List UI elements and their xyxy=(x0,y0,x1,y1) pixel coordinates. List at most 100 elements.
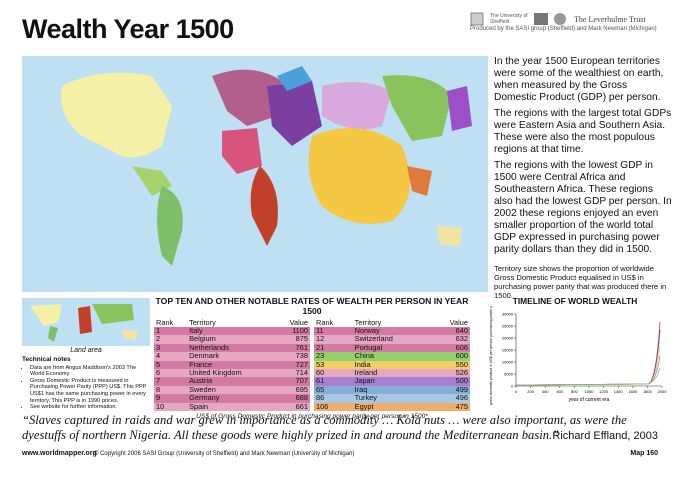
description: In the year 1500 European territories we… xyxy=(494,56,672,260)
crest xyxy=(470,12,484,26)
value: 688 xyxy=(295,393,308,403)
table-row: 4 Denmark 738 xyxy=(154,351,310,361)
column-header: Value xyxy=(289,318,308,327)
y-tick-label: 0 xyxy=(511,384,514,389)
inset-map xyxy=(22,298,150,346)
value: 738 xyxy=(295,351,308,361)
rank: 9 xyxy=(156,393,161,403)
territory: Egypt xyxy=(354,401,374,411)
territory: India xyxy=(354,359,371,369)
trend-curve xyxy=(515,355,661,386)
table-row: 10 Spain 661 xyxy=(154,401,310,412)
note: See website for further information. xyxy=(30,404,150,411)
map-note: Territory size shows the proportion of w… xyxy=(494,264,667,300)
quote: “Slaves captured in raids and war grew i… xyxy=(22,413,627,442)
rank: 6 xyxy=(156,368,161,378)
rank: 60 xyxy=(316,368,325,378)
territory: United Kingdom xyxy=(189,368,242,378)
value: 727 xyxy=(295,359,308,369)
territory: Turkey xyxy=(354,393,377,403)
table-row: 53 India 550 xyxy=(314,359,470,370)
logo-row: The University of Sheffield The Leverhul… xyxy=(470,12,670,26)
trend-curve xyxy=(515,345,661,386)
credits: Produced by the SASI group (Sheffield) a… xyxy=(470,26,657,32)
table-row: 7 Austria 707 xyxy=(154,376,310,386)
table-row: 6 United Kingdom 714 xyxy=(154,368,310,378)
rank: 7 xyxy=(156,376,161,386)
x-tick-label: 600 xyxy=(556,389,563,394)
territory: Switzerland xyxy=(354,334,393,344)
x-tick-label: 1400 xyxy=(614,389,624,394)
territory: Spain xyxy=(189,401,208,411)
table-columns: Rank Territory Value 1 Italy 1100 2 Belgium 875 3… xyxy=(154,318,470,412)
table-row: 3 Netherlands 761 xyxy=(154,342,310,353)
world-map xyxy=(22,56,488,292)
column-header: Value xyxy=(449,318,468,327)
table-row: 60 Ireland 526 xyxy=(314,368,470,378)
y-tick-label: 5000 xyxy=(504,372,514,377)
value: 496 xyxy=(455,393,468,403)
attribution: Richard Effland, 2003 xyxy=(552,430,658,442)
territory: Norway xyxy=(354,326,380,335)
inset-label: Land area xyxy=(70,347,102,354)
table-row: 9 Germany 688 xyxy=(154,393,310,403)
logo-leverhulme: The Leverhulme Trust xyxy=(574,14,646,24)
wealth-table: TOP TEN AND OTHER NOTABLE RATES OF WEALT… xyxy=(154,296,470,420)
table-row: 86 Turkey 496 xyxy=(314,393,470,403)
territory: Italy xyxy=(189,326,203,335)
table-title: TOP TEN AND OTHER NOTABLE RATES OF WEALT… xyxy=(155,296,469,316)
territory: France xyxy=(189,359,213,369)
trend-curve xyxy=(515,321,661,386)
territory: Portugal xyxy=(354,342,383,352)
value: 499 xyxy=(455,384,468,394)
value: 875 xyxy=(295,334,308,344)
rank: 86 xyxy=(316,393,325,403)
x-tick-label: 400 xyxy=(542,389,549,394)
rank: 11 xyxy=(316,326,324,335)
value: 661 xyxy=(295,401,308,411)
header-row: Rank Territory Value xyxy=(314,318,470,327)
territory: Netherlands xyxy=(189,342,229,352)
table-row: 8 Sweden 695 xyxy=(154,384,310,395)
x-tick-label: 200 xyxy=(527,389,534,394)
rank: 53 xyxy=(316,359,325,369)
table-row: 1 Italy 1100 xyxy=(154,326,310,336)
territory: Ireland xyxy=(354,368,378,378)
paragraph: In the year 1500 European territories we… xyxy=(494,56,664,103)
value: 500 xyxy=(455,376,468,386)
territory: Japan xyxy=(354,376,375,386)
y-tick-label: 15000 xyxy=(502,348,514,353)
column-header: Territory xyxy=(189,318,216,327)
rank: 23 xyxy=(316,351,325,361)
table-row: 106 Egypt 475 xyxy=(314,401,470,412)
column-header: Rank xyxy=(316,318,334,327)
rank: 3 xyxy=(156,342,161,352)
y-tick-label: 30000 xyxy=(502,312,514,317)
territory: Germany xyxy=(189,393,220,403)
territory: Iraq xyxy=(354,384,368,394)
note: Gross Domestic Product is measured in Pu… xyxy=(30,378,150,404)
table-row: 65 Iraq 499 xyxy=(314,384,470,395)
rank: 5 xyxy=(156,359,161,369)
y-tick-label: 25000 xyxy=(502,324,514,329)
table-row: 12 Switzerland 632 xyxy=(314,334,470,344)
paragraph: The regions with the lowest GDP in 1500 … xyxy=(494,160,672,255)
x-tick-label: 1000 xyxy=(585,389,595,394)
logos: The University of Sheffield The Leverhul… xyxy=(470,12,670,32)
value: 526 xyxy=(455,368,468,378)
x-tick-label: 800 xyxy=(571,389,578,394)
value: 695 xyxy=(295,384,308,394)
x-tick-label: 1800 xyxy=(643,389,653,394)
website: www.worldmapper.org xyxy=(22,450,97,457)
table-footnote: US$ of Gross Domestic Product in purchas… xyxy=(196,413,428,421)
table-row: 61 Japan 500 xyxy=(314,376,470,386)
table-row: 23 China 600 xyxy=(314,351,470,361)
value: 475 xyxy=(455,401,468,411)
table-row: 11 Norway 640 xyxy=(314,326,470,336)
territory: China xyxy=(354,351,374,361)
timeline-title: TIMELINE OF WORLD WEALTH xyxy=(512,296,638,306)
territory: Austria xyxy=(189,376,213,386)
note: Data are from Angus Maddison's 2003 The … xyxy=(30,365,150,378)
x-tick-label: 1600 xyxy=(628,389,638,394)
